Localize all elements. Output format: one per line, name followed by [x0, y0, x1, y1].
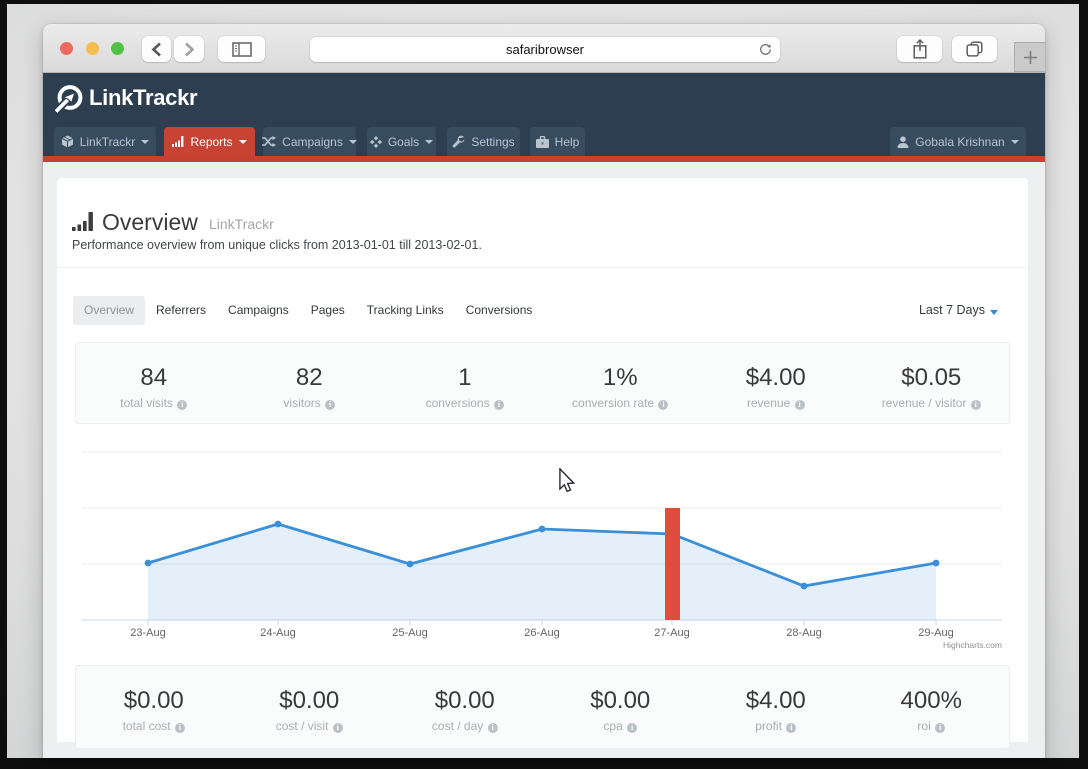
- svg-text:23-Aug: 23-Aug: [130, 627, 165, 639]
- svg-text:28-Aug: 28-Aug: [786, 627, 821, 639]
- svg-text:25-Aug: 25-Aug: [392, 627, 427, 639]
- svg-text:29-Aug: 29-Aug: [918, 627, 953, 639]
- svg-text:Highcharts.com: Highcharts.com: [943, 640, 1002, 650]
- svg-text:27-Aug: 27-Aug: [654, 627, 689, 639]
- svg-text:26-Aug: 26-Aug: [524, 627, 559, 639]
- svg-text:24-Aug: 24-Aug: [260, 627, 295, 639]
